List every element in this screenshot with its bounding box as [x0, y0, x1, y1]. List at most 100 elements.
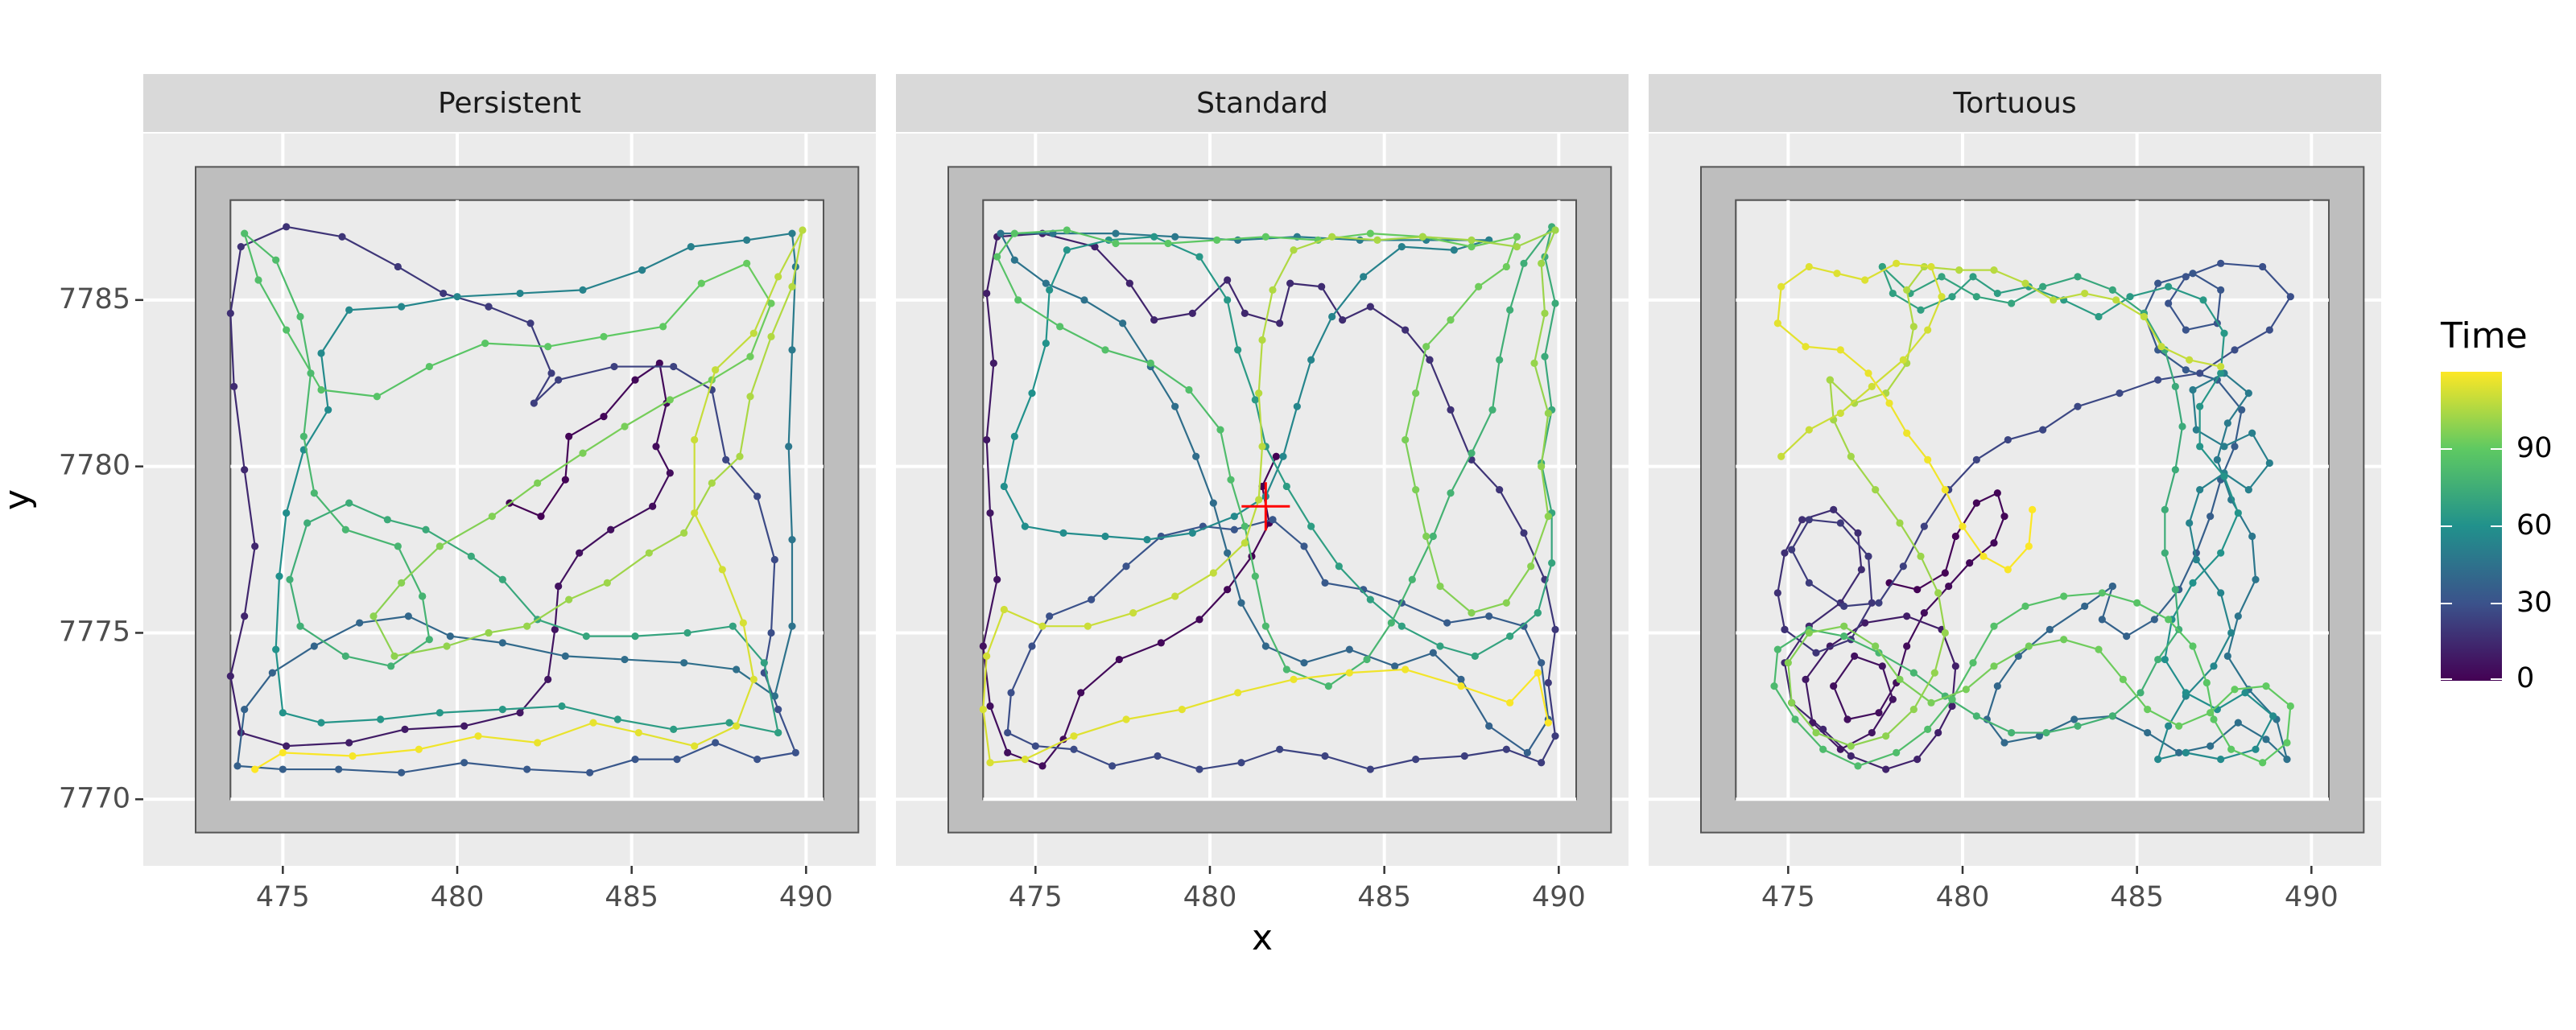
trajectory-line: [1118, 641, 1162, 661]
trajectory-line: [1150, 365, 1176, 407]
trajectory-line: [1150, 362, 1190, 391]
trajectory-point: [2060, 592, 2068, 600]
trajectory-point: [1788, 698, 1796, 707]
trajectory-point: [1063, 226, 1071, 234]
trajectory-line: [502, 705, 563, 711]
trajectory-point: [1972, 455, 1980, 464]
trajectory-line: [1112, 755, 1158, 767]
trajectory-line: [286, 225, 343, 238]
trajectory-line: [1896, 262, 1932, 268]
trajectory-point: [415, 745, 423, 753]
trajectory-point: [1112, 239, 1120, 248]
trajectory-point: [1084, 622, 1092, 630]
trajectory-line: [2025, 595, 2064, 608]
trajectory-point: [2171, 586, 2179, 594]
trajectory-line: [1976, 295, 2012, 305]
trajectory-line: [394, 645, 448, 657]
trajectory-line: [1920, 555, 1939, 594]
trajectory-point: [1840, 622, 1848, 630]
trajectory-line: [791, 266, 797, 350]
trajectory-line: [1997, 286, 2029, 295]
trajectory-line: [2195, 558, 2222, 594]
trajectory-point: [1300, 659, 1308, 667]
trajectory-line: [1415, 755, 1465, 760]
trajectory-line: [1777, 628, 1810, 651]
trajectory-line: [2008, 429, 2043, 441]
trajectory-point: [1307, 522, 1315, 530]
trajectory-point: [2189, 579, 2197, 587]
trajectory-line: [349, 502, 388, 521]
trajectory-point: [1272, 452, 1280, 460]
trajectory-line: [1975, 439, 2008, 461]
trajectory-point: [2136, 689, 2145, 697]
trajectory-line: [1030, 343, 1047, 393]
trajectory-line: [753, 276, 779, 334]
trajectory-point: [1237, 759, 1245, 767]
trajectory-point: [1408, 575, 1416, 583]
trajectory-line: [1272, 249, 1294, 290]
trajectory-point: [1909, 669, 1918, 677]
x-tick-label: 490: [2285, 881, 2339, 913]
trajectory-segment: [979, 226, 1559, 767]
trajectory-point: [1924, 455, 1932, 464]
trajectory-line: [2063, 591, 2103, 598]
trajectory-point: [1882, 765, 1890, 773]
trajectory-point: [1209, 499, 1217, 507]
trajectory-line: [1923, 585, 1950, 614]
trajectory-point: [1878, 662, 1886, 670]
trajectory-line: [1777, 286, 1782, 323]
trajectory-point: [2231, 346, 2239, 354]
trajectory-line: [1805, 645, 1831, 681]
trajectory-point: [1909, 705, 1918, 714]
trajectory-point: [638, 266, 646, 274]
trajectory-point: [1063, 246, 1071, 254]
trajectory-line: [1874, 488, 1901, 524]
trajectory-line: [2186, 752, 2221, 760]
trajectory-point: [1000, 605, 1008, 614]
trajectory-line: [286, 741, 349, 748]
trajectory-point: [1402, 326, 1410, 334]
trajectory-line: [1450, 452, 1472, 494]
trajectory-point: [1269, 286, 1277, 295]
trajectory-point: [1819, 745, 1827, 753]
trajectory-line: [2265, 685, 2292, 707]
trajectory-point: [310, 642, 318, 650]
trajectory-line: [1464, 748, 1507, 757]
trajectory-line: [1955, 502, 1978, 538]
trajectory-point: [2217, 756, 2225, 764]
trajectory-point: [2189, 270, 2197, 278]
facet-panel-standard: Standard 475 480 485 490: [896, 74, 1629, 913]
trajectory-point: [1805, 628, 1813, 637]
trajectory-point: [1188, 529, 1196, 537]
trajectory-line: [1188, 389, 1221, 431]
trajectory-point: [1847, 742, 1855, 750]
trajectory-point: [1157, 532, 1165, 541]
trajectory-point: [498, 639, 506, 647]
trajectory-point: [1990, 622, 1998, 630]
trajectory-point: [1551, 299, 1559, 307]
trajectory-line: [1815, 638, 1852, 654]
trajectory-point: [1028, 389, 1036, 398]
trajectory-line: [2164, 658, 2187, 694]
trajectory-point: [436, 542, 444, 550]
trajectory-point: [2123, 632, 2131, 641]
trajectory-line: [1972, 625, 1995, 664]
trajectory-line: [1282, 406, 1298, 457]
trajectory-line: [285, 449, 305, 513]
trajectory-point: [1833, 270, 1841, 278]
legend-title: Time: [2440, 315, 2528, 356]
trajectory-line: [985, 609, 1005, 657]
trajectory-line: [540, 479, 567, 517]
trajectory-line: [1926, 459, 1946, 491]
trajectory-line: [1154, 236, 1200, 258]
trajectory-point: [1969, 659, 1977, 667]
trajectory-point: [788, 622, 796, 630]
trajectory-point: [1924, 326, 1932, 334]
trajectory-point: [345, 739, 353, 747]
trajectory-point: [1520, 259, 1528, 267]
trajectory-point: [1447, 406, 1455, 414]
trajectory-point: [1945, 582, 1953, 591]
trajectory-layer: [1770, 259, 2294, 773]
trajectory-line: [1236, 349, 1257, 401]
trajectory-line: [1278, 282, 1291, 324]
